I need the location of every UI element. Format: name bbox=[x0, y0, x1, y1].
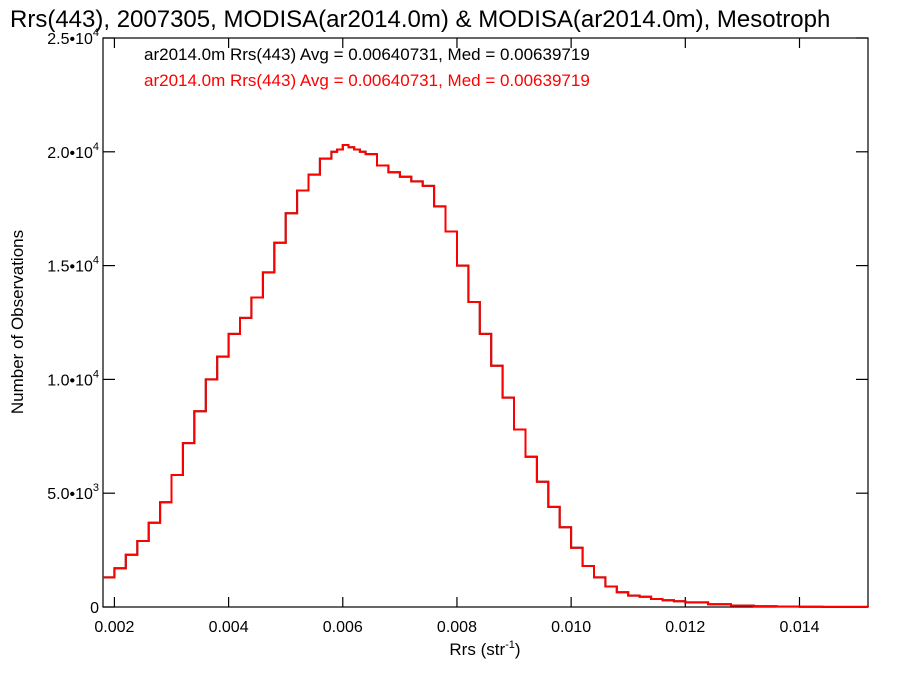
y-axis-label: Number of Observations bbox=[8, 230, 27, 414]
series-layer bbox=[103, 144, 869, 608]
x-tick-label: 0.004 bbox=[209, 619, 249, 636]
series-line-2 bbox=[103, 144, 869, 608]
y-tick-label: 1.5•104 bbox=[47, 255, 99, 276]
x-tick-label: 0.010 bbox=[551, 619, 591, 636]
x-tick-label: 0.006 bbox=[323, 619, 363, 636]
legend-entry-2: ar2014.0m Rrs(443) Avg = 0.00640731, Med… bbox=[144, 71, 590, 90]
x-tick-label: 0.014 bbox=[779, 619, 819, 636]
x-axis-ticks: 0.002 0.004 0.006 0.008 0.010 0.012 0.014 bbox=[94, 38, 820, 636]
y-tick-label: 2.0•104 bbox=[47, 141, 99, 162]
y-tick-label: 0 bbox=[90, 600, 99, 617]
x-tick-label: 0.012 bbox=[665, 619, 705, 636]
y-tick-label: 1.0•104 bbox=[47, 368, 99, 389]
x-tick-label: 0.008 bbox=[437, 619, 477, 636]
legend: ar2014.0m Rrs(443) Avg = 0.00640731, Med… bbox=[144, 45, 590, 90]
y-axis-ticks: 0 5.0•103 1.0•104 1.5•104 2.0•104 2.5•104 bbox=[47, 27, 868, 617]
x-axis-label-exponent: -1 bbox=[505, 639, 515, 651]
chart-title: Rrs(443), 2007305, MODISA(ar2014.0m) & M… bbox=[10, 6, 830, 33]
y-tick-label: 5.0•103 bbox=[47, 482, 99, 503]
x-tick-label: 0.002 bbox=[94, 619, 134, 636]
x-axis-label: Rrs (str-1) bbox=[449, 639, 520, 659]
y-tick-label: 2.5•104 bbox=[47, 27, 99, 48]
legend-entry-1: ar2014.0m Rrs(443) Avg = 0.00640731, Med… bbox=[144, 45, 590, 64]
x-axis-label-close: ) bbox=[515, 640, 521, 659]
plot-frame bbox=[102, 37, 869, 608]
